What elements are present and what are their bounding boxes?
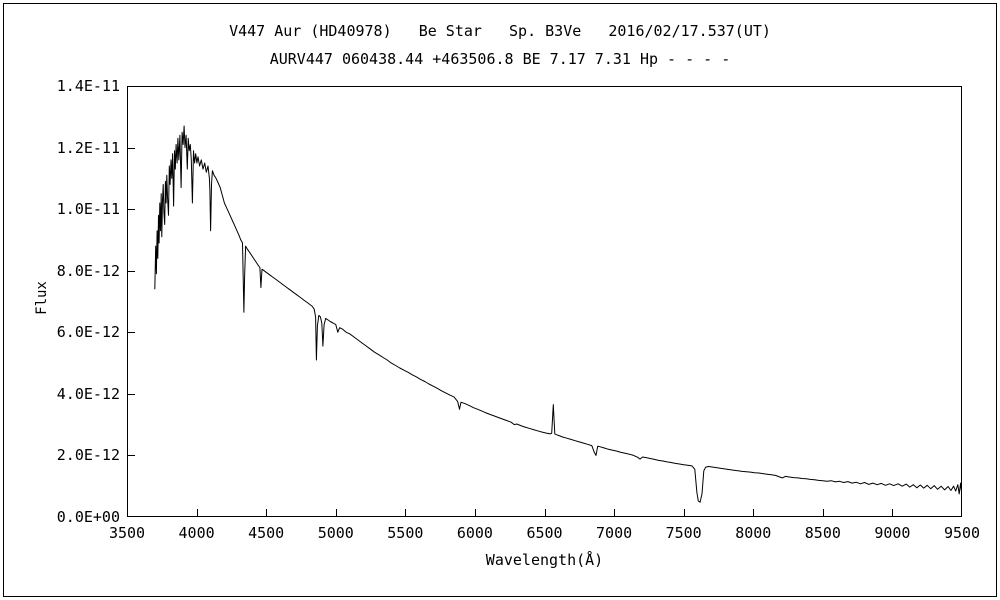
x-tick-label: 3500 [108,524,146,542]
x-tick-label: 6500 [526,524,563,542]
y-tick-label: 2.0E-12 [56,446,120,465]
chart-subtitle: AURV447 060438.44 +463506.8 BE 7.17 7.31… [269,50,731,68]
spectrum-line [154,125,962,503]
x-tick-label: 9000 [874,524,911,542]
x-tick-label: 7000 [596,524,633,542]
chart-title: V447 Aur (HD40978) Be Star Sp. B3Ve 2016… [229,22,771,40]
y-tick-label: 4.0E-12 [56,384,120,403]
y-tick-label: 8.0E-12 [56,261,120,280]
x-tick-label: 4000 [178,524,215,542]
y-tick-label: 1.0E-11 [56,200,120,219]
y-tick-label: 1.2E-11 [56,138,120,157]
x-tick-label: 6000 [456,524,493,542]
x-tick-label: 7500 [665,524,702,542]
y-tick-label: 0.0E+00 [56,508,120,526]
x-tick-label: 4500 [248,524,285,542]
plot-border [127,86,962,517]
y-tick-label: 6.0E-12 [56,323,120,342]
x-tick-label: 8000 [735,524,772,542]
y-tick-label: 1.4E-11 [56,77,120,95]
x-axis-label: Wavelength(Å) [485,551,604,569]
x-tick-label: 5500 [387,524,424,542]
x-tick-label: 5000 [317,524,354,542]
plot-area [127,86,962,517]
x-tick-label: 8500 [804,524,841,542]
x-tick-label: 9500 [943,524,981,542]
